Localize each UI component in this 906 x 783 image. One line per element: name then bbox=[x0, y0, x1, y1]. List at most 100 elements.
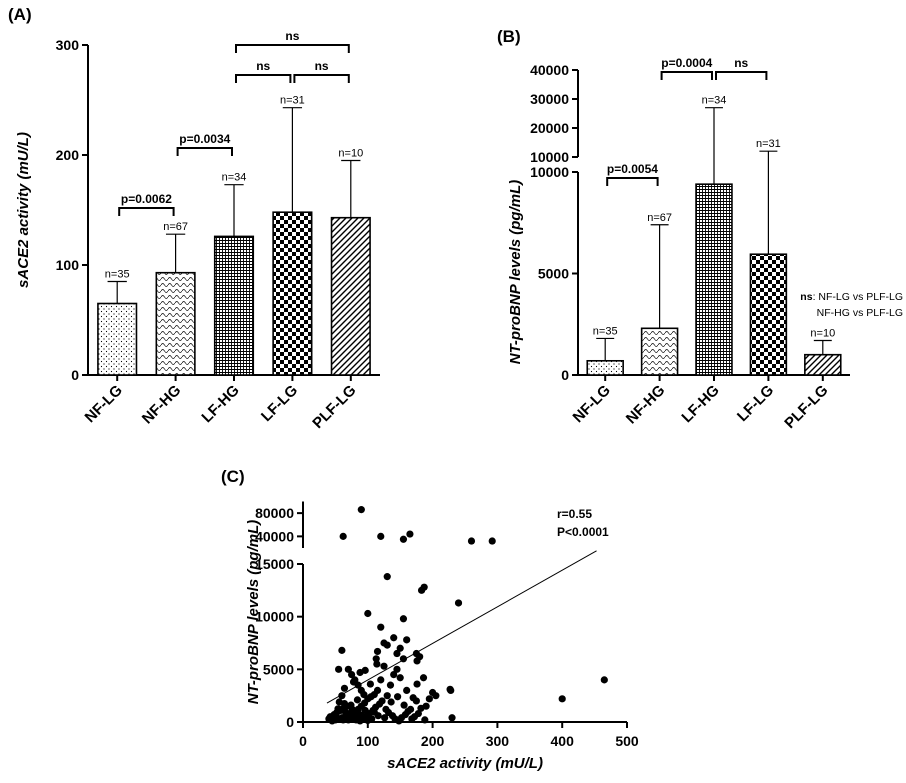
y-tick-label: 40000 bbox=[530, 62, 569, 78]
significance-label: p=0.0004 bbox=[661, 56, 712, 70]
point bbox=[340, 699, 349, 708]
point bbox=[396, 674, 404, 682]
point bbox=[600, 676, 608, 684]
point bbox=[339, 532, 347, 540]
significance-bracket bbox=[235, 44, 350, 53]
point bbox=[349, 678, 358, 686]
significance-bracket bbox=[715, 71, 768, 80]
n-label: n=31 bbox=[756, 138, 781, 150]
significance-label: p=0.0034 bbox=[179, 132, 230, 146]
x-tick-label: 200 bbox=[421, 733, 445, 749]
y-tick-label: 5000 bbox=[263, 661, 294, 677]
point bbox=[373, 647, 382, 656]
x-tick-label: NF-HG bbox=[623, 382, 669, 428]
y-tick-label: 30000 bbox=[530, 91, 569, 107]
point bbox=[339, 716, 347, 724]
point bbox=[377, 676, 385, 684]
point bbox=[329, 714, 337, 722]
n-label: n=34 bbox=[222, 172, 247, 184]
point bbox=[383, 641, 391, 649]
point bbox=[383, 692, 391, 700]
point bbox=[344, 716, 352, 724]
significance-bracket bbox=[660, 71, 713, 80]
y-axis-title: NT-proBNP levels (pg/mL) bbox=[507, 180, 524, 364]
x-tick-label: 400 bbox=[551, 733, 575, 749]
point bbox=[406, 530, 414, 538]
point bbox=[416, 653, 424, 661]
bar bbox=[804, 353, 842, 376]
point bbox=[360, 691, 368, 699]
y-tick-label: 15000 bbox=[255, 556, 294, 572]
point bbox=[351, 715, 359, 723]
x-tick-label: NF-LG bbox=[570, 382, 614, 426]
bar bbox=[695, 183, 733, 376]
point bbox=[338, 646, 346, 654]
point bbox=[421, 716, 429, 724]
point bbox=[396, 644, 404, 652]
significance-label: ns bbox=[285, 29, 299, 43]
point bbox=[370, 708, 378, 716]
x-tick-label: 100 bbox=[356, 733, 380, 749]
y-axis-title: NT-proBNP levels (pg/mL) bbox=[245, 520, 262, 704]
significance-label: ns bbox=[734, 56, 748, 70]
significance-label: p=0.0054 bbox=[607, 162, 658, 176]
point bbox=[425, 695, 433, 703]
x-tick-label: 300 bbox=[486, 733, 510, 749]
y-tick-label: 20000 bbox=[530, 120, 569, 136]
point bbox=[420, 583, 428, 591]
significance-label: p=0.0062 bbox=[121, 192, 172, 206]
x-tick-label: NF-HG bbox=[139, 382, 185, 428]
x-tick-label: LF-LG bbox=[734, 382, 777, 425]
point bbox=[386, 681, 395, 689]
point bbox=[394, 693, 402, 701]
note-text: : NF-LG vs PLF-LG bbox=[813, 291, 903, 303]
point bbox=[357, 506, 365, 514]
x-tick-label: NF-LG bbox=[82, 382, 126, 426]
bar bbox=[586, 359, 624, 376]
note-bold: ns bbox=[800, 291, 812, 303]
point bbox=[403, 686, 411, 695]
point bbox=[342, 708, 350, 717]
n-label: n=34 bbox=[702, 95, 727, 107]
x-tick-label: PLF-LG bbox=[309, 382, 359, 432]
panel-label: (B) bbox=[497, 27, 521, 46]
note: NF-HG vs PLF-LG bbox=[817, 307, 903, 319]
x-tick-label: 500 bbox=[615, 733, 639, 749]
n-label: n=35 bbox=[593, 325, 618, 337]
point bbox=[399, 535, 408, 543]
point bbox=[372, 655, 380, 663]
x-axis-title: sACE2 activity (mU/L) bbox=[387, 755, 543, 772]
x-tick-label: LF-LG bbox=[258, 382, 301, 425]
point bbox=[412, 697, 420, 705]
x-tick-label: PLF-LG bbox=[781, 382, 831, 432]
point bbox=[390, 634, 398, 642]
point bbox=[361, 706, 369, 715]
point bbox=[373, 660, 381, 668]
point bbox=[419, 674, 428, 682]
point bbox=[364, 716, 372, 725]
point bbox=[454, 599, 463, 607]
point bbox=[448, 714, 456, 722]
y-tick-label: 300 bbox=[56, 37, 80, 53]
point bbox=[399, 615, 408, 623]
point bbox=[390, 671, 398, 679]
y-tick-label: 10000 bbox=[255, 609, 294, 625]
significance-bracket bbox=[235, 74, 292, 83]
point bbox=[378, 697, 386, 705]
y-tick-label: 0 bbox=[286, 714, 294, 730]
bar bbox=[97, 302, 138, 376]
stat-label: P<0.0001 bbox=[557, 525, 609, 539]
significance-bracket bbox=[293, 74, 350, 83]
point bbox=[381, 714, 389, 722]
y-axis-title: sACE2 activity (mU/L) bbox=[15, 132, 32, 288]
point bbox=[380, 662, 388, 670]
y-tick-label: 100 bbox=[56, 257, 80, 273]
n-label: n=10 bbox=[338, 148, 363, 160]
significance-label: ns bbox=[256, 59, 270, 73]
significance-bracket bbox=[118, 207, 175, 216]
point bbox=[432, 692, 440, 700]
point bbox=[558, 695, 566, 703]
panel-label: (C) bbox=[221, 467, 245, 486]
point bbox=[406, 705, 415, 713]
